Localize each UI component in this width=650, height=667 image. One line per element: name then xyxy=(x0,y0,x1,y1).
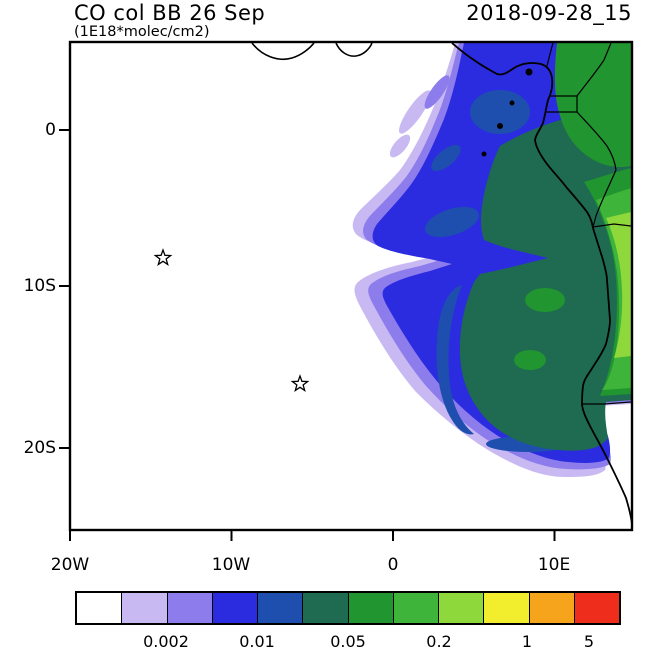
x-tick-20w: 20W xyxy=(50,555,90,575)
colorbar-cell-c6 xyxy=(303,593,349,623)
island-dot xyxy=(481,151,487,157)
x-tick-10e: 10E xyxy=(537,555,571,575)
station-markers xyxy=(153,248,310,393)
colorbar-cell-c10 xyxy=(484,593,530,623)
country-border xyxy=(576,43,612,97)
colorbar-cell-c2 xyxy=(122,593,168,623)
contour-level-6 xyxy=(554,43,631,168)
colorbar-cells xyxy=(77,593,619,623)
country-border xyxy=(576,111,617,171)
colorbar-cell-c12 xyxy=(574,593,619,623)
colorbar-label-0002: 0.002 xyxy=(143,632,189,651)
figure-datetime: 2018-09-28_15 xyxy=(466,1,632,25)
island-dot xyxy=(509,100,515,106)
axis-ticks xyxy=(59,129,556,541)
contour-level-8 xyxy=(606,212,631,358)
colorbar xyxy=(75,591,621,625)
x-tick-10w: 10W xyxy=(211,555,251,575)
y-tick-10s: 10S xyxy=(23,276,56,296)
island-dot xyxy=(497,123,503,129)
contour-streak xyxy=(399,90,431,134)
colorbar-cell-c3 xyxy=(167,593,213,623)
africa-coastline xyxy=(451,43,631,524)
contour-level-4 xyxy=(431,144,461,172)
contour-streak xyxy=(424,75,450,109)
colorbar-label-001: 0.01 xyxy=(239,632,275,651)
contour-level-4 xyxy=(470,90,530,134)
colorbar-cell-c1 xyxy=(77,593,123,623)
contour-field xyxy=(352,43,631,477)
star-marker xyxy=(153,248,173,267)
figure-units: (1E18*molec/cm2) xyxy=(74,24,210,40)
geography xyxy=(251,43,631,524)
contour-level-4 xyxy=(425,206,479,238)
island-dot xyxy=(525,68,533,76)
country-border xyxy=(546,95,578,113)
figure-title: CO col BB 26 Sep xyxy=(74,1,266,25)
coastline-ghana xyxy=(335,43,373,57)
star-marker xyxy=(290,374,310,393)
coastline-ivory-coast xyxy=(251,43,315,60)
country-border xyxy=(592,169,617,228)
colorbar-cell-c11 xyxy=(529,593,575,623)
country-border xyxy=(582,401,631,405)
contour-streak xyxy=(389,134,411,158)
colorbar-cell-c7 xyxy=(348,593,394,623)
colorbar-cell-c9 xyxy=(439,593,485,623)
colorbar-cell-c8 xyxy=(393,593,439,623)
colorbar-label-1: 1 xyxy=(521,632,533,651)
colorbar-label-5: 5 xyxy=(583,632,595,651)
contour-level-5 xyxy=(459,110,631,451)
country-border xyxy=(592,223,631,228)
colorbar-cell-c4 xyxy=(212,593,258,623)
y-tick-0: 0 xyxy=(45,120,56,140)
country-border xyxy=(546,43,554,67)
contour-level-4 xyxy=(436,285,474,435)
colorbar-label-02: 0.2 xyxy=(426,632,452,651)
colorbar-cell-c5 xyxy=(258,593,304,623)
x-tick-0: 0 xyxy=(387,555,399,575)
contour-level-6 xyxy=(514,350,546,370)
y-tick-20s: 20S xyxy=(23,438,56,458)
contour-level-6 xyxy=(525,288,565,312)
colorbar-label-005: 0.05 xyxy=(330,632,366,651)
